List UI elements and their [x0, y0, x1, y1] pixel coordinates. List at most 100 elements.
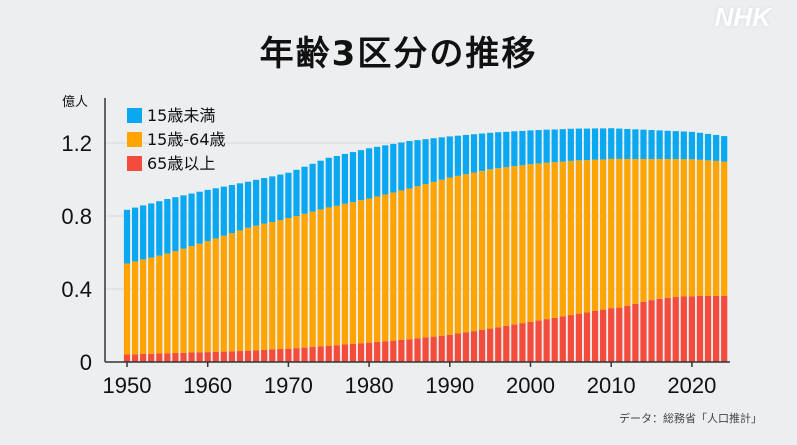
- legend-swatch: [127, 132, 142, 147]
- bar-15-64: [325, 207, 332, 346]
- bar-65-plus: [575, 313, 583, 362]
- y-tick-label: 0.8: [61, 204, 92, 229]
- bar-65-plus: [696, 295, 704, 362]
- bar-under-15: [632, 129, 639, 160]
- bar-under-15: [382, 145, 389, 195]
- bar-65-plus: [583, 312, 591, 362]
- bar-65-plus: [220, 351, 227, 362]
- bar-15-64: [583, 160, 591, 313]
- bar-15-64: [374, 196, 381, 342]
- bar-15-64: [341, 203, 348, 345]
- bar-under-15: [333, 155, 340, 206]
- legend-swatch: [127, 156, 142, 171]
- bar-under-15: [454, 135, 461, 176]
- bar-15-64: [495, 168, 502, 328]
- bar-65-plus: [591, 310, 599, 362]
- bar-under-15: [664, 130, 671, 160]
- bar-65-plus: [422, 337, 429, 362]
- bar-65-plus: [648, 300, 655, 362]
- bar-under-15: [656, 130, 663, 160]
- bar-under-15: [478, 133, 486, 171]
- x-tick-label: 2020: [667, 373, 716, 398]
- bar-15-64: [608, 158, 615, 309]
- chart-title: 年齢3区分の推移: [259, 34, 538, 74]
- bar-15-64: [293, 216, 300, 349]
- bar-15-64: [624, 159, 631, 306]
- bar-65-plus: [495, 327, 502, 362]
- bar-15-64: [366, 198, 373, 343]
- bar-65-plus: [721, 295, 728, 362]
- bar-under-15: [470, 134, 478, 173]
- bar-15-64: [559, 161, 566, 317]
- bar-15-64: [204, 241, 211, 353]
- bar-65-plus: [551, 317, 558, 362]
- bar-65-plus: [398, 339, 405, 362]
- bar-15-64: [390, 192, 397, 341]
- bar-under-15: [398, 142, 405, 191]
- bar-under-15: [495, 132, 502, 169]
- bar-65-plus: [156, 353, 163, 362]
- source-note: データ：総務省「人口推計」: [619, 411, 762, 425]
- bar-under-15: [608, 128, 615, 159]
- bar-15-64: [123, 263, 131, 355]
- bar-under-15: [446, 136, 453, 178]
- bar-15-64: [228, 233, 236, 352]
- bar-15-64: [357, 200, 365, 344]
- bar-under-15: [212, 188, 219, 239]
- bar-15-64: [519, 165, 526, 324]
- bar-under-15: [559, 129, 566, 162]
- bar-under-15: [487, 132, 494, 170]
- legend-swatch: [127, 108, 142, 123]
- bar-15-64: [567, 160, 574, 316]
- bar-65-plus: [180, 352, 187, 362]
- bar-15-64: [156, 255, 163, 354]
- bar-65-plus: [487, 328, 494, 362]
- bar-under-15: [688, 131, 695, 160]
- bar-65-plus: [430, 336, 437, 362]
- bar-15-64: [543, 162, 550, 320]
- x-tick-label: 2000: [506, 373, 555, 398]
- bar-15-64: [511, 166, 518, 325]
- bar-65-plus: [148, 353, 155, 362]
- bar-under-15: [575, 128, 583, 161]
- bar-15-64: [140, 259, 147, 354]
- bar-65-plus: [212, 351, 219, 362]
- bar-under-15: [220, 186, 227, 236]
- bar-65-plus: [374, 341, 381, 362]
- bar-15-64: [414, 186, 421, 339]
- bar-15-64: [478, 170, 486, 330]
- bar-15-64: [487, 169, 494, 329]
- bar-15-64: [131, 261, 139, 355]
- bar-65-plus: [253, 350, 260, 362]
- bar-15-64: [212, 238, 219, 352]
- bar-15-64: [535, 163, 542, 321]
- bar-under-15: [293, 169, 300, 216]
- y-tick-label: 0.4: [61, 277, 92, 302]
- bar-under-15: [672, 131, 679, 160]
- bar-65-plus: [527, 321, 534, 362]
- bar-65-plus: [656, 298, 663, 362]
- bar-under-15: [583, 128, 591, 161]
- bar-15-64: [672, 159, 679, 298]
- bar-under-15: [438, 137, 445, 180]
- bar-65-plus: [414, 338, 421, 362]
- bar-15-64: [470, 172, 478, 332]
- bar-under-15: [196, 191, 203, 244]
- bar-15-64: [632, 159, 639, 304]
- bar-15-64: [446, 177, 453, 335]
- bar-under-15: [591, 128, 599, 160]
- bar-65-plus: [478, 329, 486, 362]
- bar-15-64: [664, 159, 671, 298]
- bar-under-15: [156, 201, 163, 256]
- bar-65-plus: [608, 308, 615, 362]
- bar-under-15: [228, 184, 236, 234]
- bar-under-15: [406, 140, 413, 189]
- bar-15-64: [462, 174, 470, 333]
- bar-15-64: [382, 194, 389, 342]
- bar-65-plus: [261, 349, 268, 362]
- bar-65-plus: [535, 320, 542, 362]
- bar-65-plus: [277, 349, 284, 362]
- bar-under-15: [357, 150, 365, 201]
- bar-65-plus: [341, 344, 348, 362]
- bar-65-plus: [140, 353, 147, 362]
